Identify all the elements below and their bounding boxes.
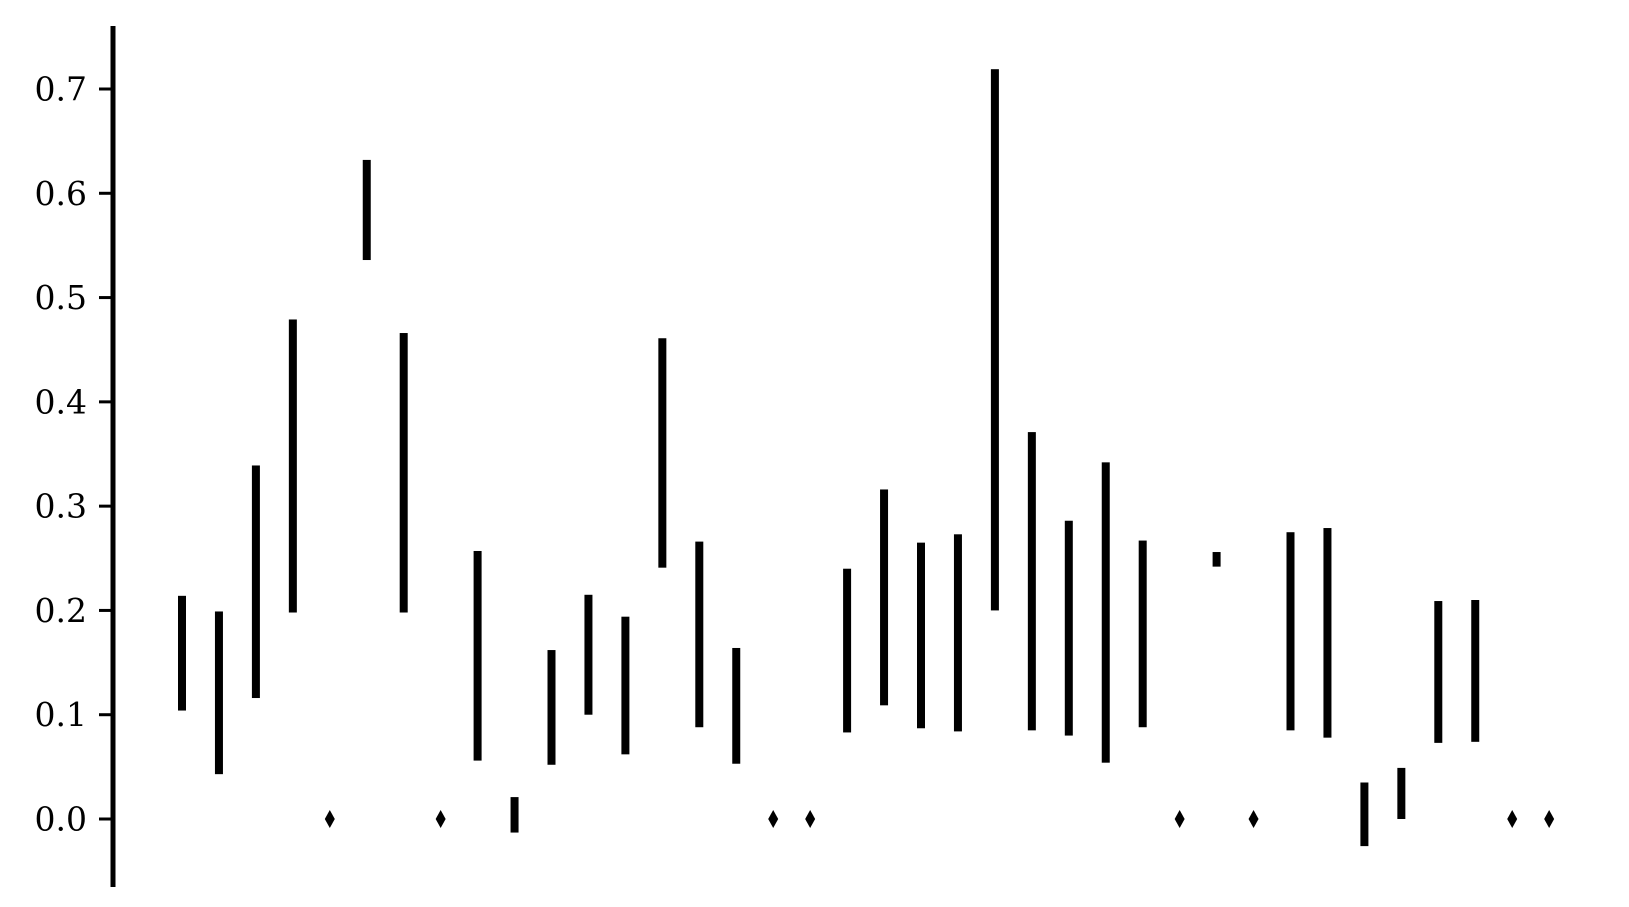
- range-bar: [473, 550, 482, 761]
- range-bar: [399, 333, 408, 613]
- y-axis: 0.0 0.1 0.2 0.3 0.4 0.5 0.6 0.7: [35, 26, 116, 887]
- range-bar: [584, 594, 593, 715]
- range-bar: [362, 159, 371, 261]
- point-marker: [1248, 810, 1259, 828]
- range-bar: [1101, 462, 1110, 763]
- range-bar: [621, 616, 630, 755]
- y-tick-label: 0.1: [35, 695, 87, 734]
- point-marker: [324, 810, 335, 828]
- y-tick-label: 0.3: [35, 487, 87, 526]
- point-marker: [805, 810, 816, 828]
- range-bar: [288, 319, 297, 613]
- point-marker: [1507, 810, 1518, 828]
- range-bar: [695, 541, 704, 728]
- range-bar: [732, 647, 741, 764]
- y-tick-label: 0.2: [35, 591, 87, 630]
- range-bar: [880, 489, 889, 706]
- range-bar: [1138, 540, 1147, 728]
- range-bar: [214, 611, 223, 775]
- range-bar: [1323, 528, 1332, 738]
- range-bar: [1212, 552, 1221, 567]
- range-bar: [1471, 600, 1480, 742]
- y-tick-label: 0.4: [35, 382, 87, 421]
- y-tick-label: 0.6: [35, 174, 87, 213]
- range-bar: [1027, 432, 1036, 731]
- point-marker: [1174, 810, 1185, 828]
- range-bar: [658, 338, 667, 568]
- range-bar: [1360, 782, 1369, 847]
- y-tick-label: 0.7: [35, 70, 87, 109]
- y-tick-label: 0.0: [35, 800, 87, 839]
- range-bar: [1064, 520, 1073, 736]
- point-marker: [768, 810, 779, 828]
- range-bar: [1397, 767, 1406, 819]
- range-bar: [917, 542, 925, 729]
- range-bar: [547, 650, 556, 765]
- point-marker: [1544, 810, 1555, 828]
- range-bar: [178, 595, 186, 711]
- range-bars: [178, 69, 1555, 847]
- range-bar: [990, 69, 999, 611]
- range-bar: [1434, 601, 1443, 743]
- range-bar: [843, 568, 852, 733]
- range-bar: [1286, 532, 1295, 731]
- point-marker: [435, 810, 446, 828]
- y-tick-label: 0.5: [35, 278, 87, 317]
- range-bar: [510, 797, 519, 833]
- range-bar: [953, 534, 962, 732]
- range-bar: [251, 465, 260, 699]
